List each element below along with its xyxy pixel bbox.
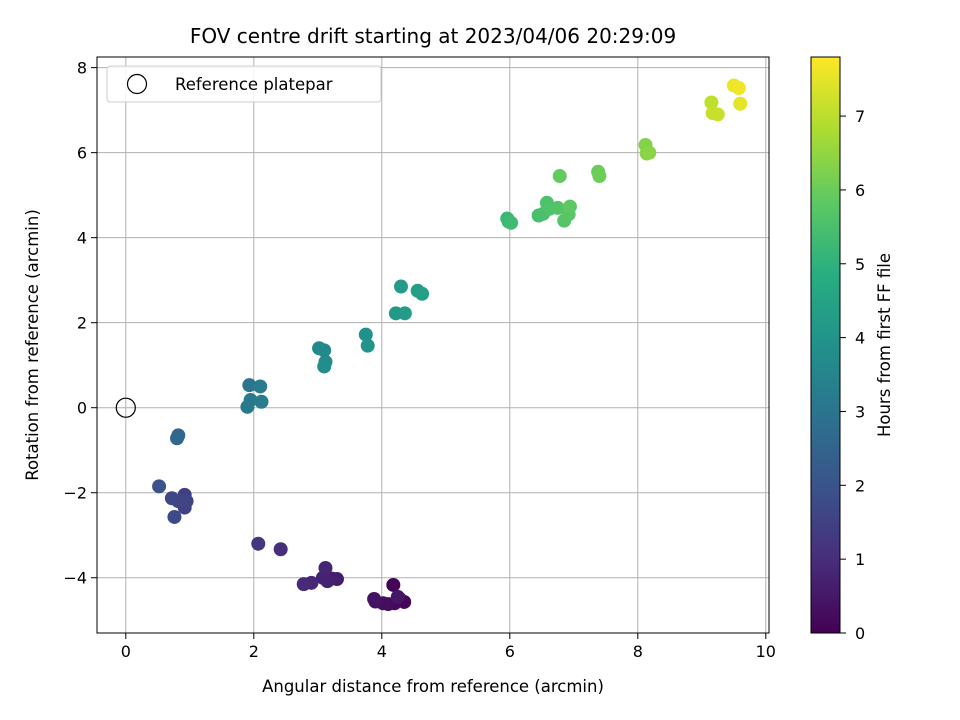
- y-tick-label: 6: [77, 144, 87, 163]
- colorbar-tick-label: 3: [855, 402, 865, 421]
- data-point: [504, 215, 519, 230]
- colorbar: 0 1 2 3 4 5 6 7 Hours from first FF file: [810, 56, 894, 643]
- y-axis-label: Rotation from reference (arcmin): [23, 209, 42, 481]
- data-point: [390, 589, 405, 604]
- legend: Reference platepar: [106, 65, 382, 103]
- data-point: [253, 379, 268, 394]
- data-point: [397, 306, 412, 321]
- data-points: [115, 78, 748, 612]
- data-point: [152, 479, 167, 494]
- data-point: [296, 577, 311, 592]
- data-point: [394, 279, 408, 294]
- x-tick-label: 6: [505, 642, 515, 661]
- y-axis-ticks: −4 −2 0 2 4 6 8: [63, 59, 97, 588]
- grid-lines: [97, 57, 769, 633]
- colorbar-frame: [810, 56, 841, 634]
- data-point: [273, 542, 288, 557]
- colorbar-tick-label: 0: [855, 624, 865, 643]
- reference-platepar-marker: [115, 397, 136, 418]
- colorbar-gradient: [811, 57, 840, 633]
- data-point: [317, 359, 332, 374]
- plot-frame: [96, 56, 770, 634]
- chart-title: FOV centre drift starting at 2023/04/06 …: [190, 24, 676, 48]
- data-point: [552, 169, 567, 184]
- y-tick-label: 2: [77, 314, 87, 333]
- x-tick-label: 4: [377, 642, 387, 661]
- y-tick-label: 4: [77, 229, 87, 248]
- legend-marker-icon: [126, 73, 148, 95]
- data-point: [317, 343, 332, 358]
- data-point: [562, 199, 577, 214]
- colorbar-tick-label: 7: [855, 107, 865, 126]
- x-tick-label: 0: [121, 642, 131, 661]
- colorbar-tick-label: 2: [855, 476, 865, 495]
- x-tick-label: 8: [633, 642, 643, 661]
- data-point: [164, 491, 179, 506]
- data-point: [318, 560, 333, 575]
- colorbar-tick-label: 1: [855, 550, 865, 569]
- x-tick-label: 2: [249, 642, 259, 661]
- colorbar-tick-label: 6: [855, 181, 865, 200]
- colorbar-label: Hours from first FF file: [875, 253, 894, 437]
- colorbar-ticks: 0 1 2 3 4 5 6 7: [840, 107, 865, 643]
- y-tick-label: −2: [63, 484, 87, 503]
- data-point: [242, 378, 257, 393]
- data-point: [704, 95, 719, 110]
- data-point: [386, 577, 401, 592]
- x-tick-label: 10: [756, 642, 776, 661]
- data-point: [358, 327, 373, 342]
- x-axis-ticks: 0 2 4 6 8 10: [121, 633, 776, 661]
- data-point: [733, 96, 748, 111]
- data-point: [415, 286, 430, 301]
- data-point: [170, 431, 184, 446]
- data-point: [251, 536, 266, 551]
- y-tick-label: 0: [77, 399, 87, 418]
- data-point: [360, 338, 375, 353]
- legend-box: [106, 65, 382, 103]
- data-point: [254, 394, 269, 409]
- data-point: [592, 169, 607, 184]
- x-axis-label: Angular distance from reference (arcmin): [262, 677, 604, 696]
- data-point: [642, 145, 657, 160]
- data-point: [167, 509, 182, 524]
- data-point: [550, 200, 565, 215]
- colorbar-tick-label: 5: [855, 255, 865, 274]
- data-point: [731, 81, 746, 96]
- y-tick-label: −4: [63, 569, 87, 588]
- data-point: [367, 591, 382, 606]
- data-point: [240, 399, 255, 414]
- legend-entry-reference: Reference platepar: [175, 75, 333, 94]
- colorbar-tick-label: 4: [855, 329, 865, 348]
- y-tick-label: 8: [77, 59, 87, 78]
- data-point: [710, 107, 725, 122]
